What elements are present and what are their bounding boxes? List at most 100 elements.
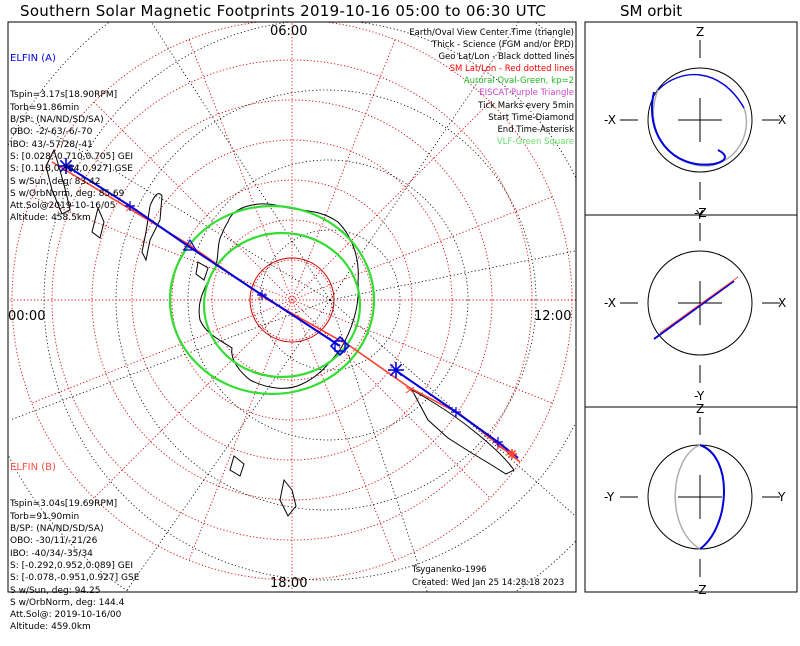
orbit-trace-a-upper — [657, 73, 745, 109]
elfin-b-info-line: IBO: -40/34/-35/34 — [10, 548, 93, 559]
legend-entry: Start Time-Diamond — [488, 112, 574, 123]
view-center-triangle — [182, 238, 198, 251]
geo-meridian — [329, 250, 576, 301]
elfin-a-info-line: Altitude: 458.5km — [10, 213, 91, 224]
geo-grid — [8, 22, 576, 592]
elfin-a-track-segment — [394, 369, 519, 459]
elfin-b-info-line: OBO: -30/11/-21/26 — [10, 536, 98, 547]
sm-ring — [91, 99, 493, 501]
elfin-a-info-line: Torb=91.86min — [10, 102, 80, 113]
elfin-a-info: ELFIN (A) Tspin=3.17s[18.90RPM] Torb=91.8… — [10, 28, 133, 237]
legend-entry: Thick - Science (FGM and/or EPD) — [431, 40, 574, 51]
elfin-a-tick — [451, 407, 461, 417]
elfin-b-info-line: B/SP: (NA/ND/SD/SA) — [10, 524, 104, 535]
geo-ring — [187, 159, 469, 441]
sm-meridian — [93, 101, 491, 499]
legend-entry: EISCAT-Purple Triangle — [479, 88, 574, 99]
orbit-trace-a — [651, 91, 726, 166]
elfin-a-info-line: S: [0.028,-0.710,0.705] GEI — [10, 151, 134, 162]
elfin-a-info-line: Tspin=3.17s[18.90RPM] — [10, 90, 118, 101]
elfin-b-info-line: Torb=91.90min — [10, 511, 80, 522]
sm-grid — [8, 22, 576, 592]
sm-panel: Y -Y -X X — [604, 208, 786, 403]
legend: Earth/Oval View Center Time (triangle) Th… — [409, 27, 574, 148]
chart-title: Southern Solar Magnetic Footprints 2019-… — [20, 2, 547, 20]
elfin-b-info-line: Altitude: 459.0km — [10, 622, 91, 633]
island-coast — [229, 455, 245, 477]
elfin-a-info-line: OBO: -2/-63/-6/-70 — [10, 127, 93, 138]
elfin-a-info-line: B/SP: (NA/ND/SD/SA) — [10, 115, 104, 126]
south-america-coast — [141, 193, 163, 262]
sm-axis-label-right: X — [778, 296, 786, 310]
elfin-a-info-line: S: [0.118,0.354,0.927] GSE — [10, 164, 133, 175]
earth-circle — [647, 250, 753, 356]
geo-meridian — [329, 299, 428, 592]
elfin-a-info-line: S w/Sun, deg: 83.42 — [10, 176, 101, 187]
legend-entry: Auroral Oval-Green, kp=2 — [463, 76, 574, 87]
elfin-b-track — [51, 161, 521, 463]
legend-entry: End Time-Asterisk — [497, 124, 574, 135]
mlt-label-bottom: 18:00 — [270, 576, 308, 591]
sm-axis-label-left: -Y — [604, 490, 615, 504]
elfin-a-tick — [493, 437, 503, 447]
geo-meridian — [9, 299, 331, 421]
elfin-b-tick — [405, 386, 415, 394]
sm-ring — [131, 139, 453, 461]
geo-meridian — [29, 119, 331, 301]
map-frame — [7, 21, 577, 593]
sm-axis-label-top: Z — [696, 25, 704, 39]
island-coast — [195, 261, 209, 281]
orbit-trace-b — [674, 444, 701, 550]
elfin-b-info-line: S: [-0.078,-0.951,0.927] GSE — [10, 573, 140, 584]
sm-axis-label-left: -X — [604, 296, 616, 310]
auroral-oval-inner — [202, 231, 362, 379]
elfin-b-info: ELFIN (B) Tspin=3.04s[19.69RPM] Torb=91.9… — [10, 437, 139, 646]
orbit-trace-a — [699, 444, 725, 550]
legend-entry: SM Lat/Lon - Red dotted lines — [449, 64, 574, 75]
legend-entry: Geo Lat/Lon - Black dotted lines — [438, 52, 574, 63]
elfin-a-info-line: S w/OrbNorm, deg: 85.69 — [10, 188, 125, 199]
auroral-oval-outer — [168, 204, 376, 396]
orbit-trace-a — [653, 280, 735, 340]
footer: Tsyganenko-1996 Created: Wed Jan 25 14:2… — [412, 564, 564, 590]
elfin-b-end-asterisk — [507, 449, 517, 459]
sm-axis-label-bottom: -Y — [694, 389, 705, 403]
sm-orbit-panels: Z -Z -X X Y -Y -X X Z -Z -Y Y — [584, 21, 798, 597]
elfin-a-info-line: IBO: 43/-57/28/-41 — [10, 139, 93, 150]
sm-axis-label-right: X — [778, 113, 786, 127]
elfin-a-tick — [125, 201, 135, 211]
footprint-tracks — [51, 158, 521, 463]
elfin-b-info-line: Att.Sol@: 2019-10-16/00 — [10, 610, 122, 621]
sm-axis-label-bottom: -Z — [694, 583, 707, 597]
earth-circle — [647, 67, 753, 173]
elfin-a-start-diamond — [329, 335, 351, 357]
elfin-a-end-asterisk — [58, 158, 74, 174]
geo-ring — [259, 229, 401, 371]
mlt-label-right: 12:00 — [534, 309, 572, 324]
created-timestamp: Created: Wed Jan 25 14:28:18 2023 — [412, 578, 565, 588]
geo-meridian — [329, 22, 520, 301]
coastlines — [45, 148, 515, 517]
geo-meridian — [125, 299, 331, 592]
sm-panel: Z -Z -X X — [604, 25, 786, 220]
elfin-a-info-line: Att.Sol@2019-10-16/05 — [10, 201, 116, 212]
sm-axis-label-bottom: -Z — [694, 206, 707, 220]
orbit-trace-b — [652, 89, 748, 167]
elfin-b-info-line: S w/Sun, deg: 94.25 — [10, 585, 101, 596]
sm-meridian — [31, 196, 553, 404]
sm-panel: Z -Z -Y Y — [604, 402, 786, 597]
sm-frame — [584, 21, 798, 593]
model-credit: Tsyganenko-1996 — [412, 565, 487, 575]
elfin-a-tick — [257, 290, 267, 300]
elfin-a-track — [64, 164, 341, 347]
elfin-a-name: ELFIN (A) — [10, 52, 56, 64]
australia-coast — [410, 388, 515, 475]
sm-ring — [211, 219, 373, 381]
island-coast — [91, 206, 105, 239]
elfin-a-view-center-asterisk — [388, 362, 404, 378]
sm-inner-circle — [249, 257, 335, 343]
geo-ring — [43, 22, 576, 581]
africa-coast — [279, 478, 297, 517]
legend-entry: VLF-Green Square — [496, 136, 574, 147]
elfin-a-lines: Tspin=3.17s[18.90RPM] Torb=91.86min B/SP: … — [10, 89, 133, 224]
